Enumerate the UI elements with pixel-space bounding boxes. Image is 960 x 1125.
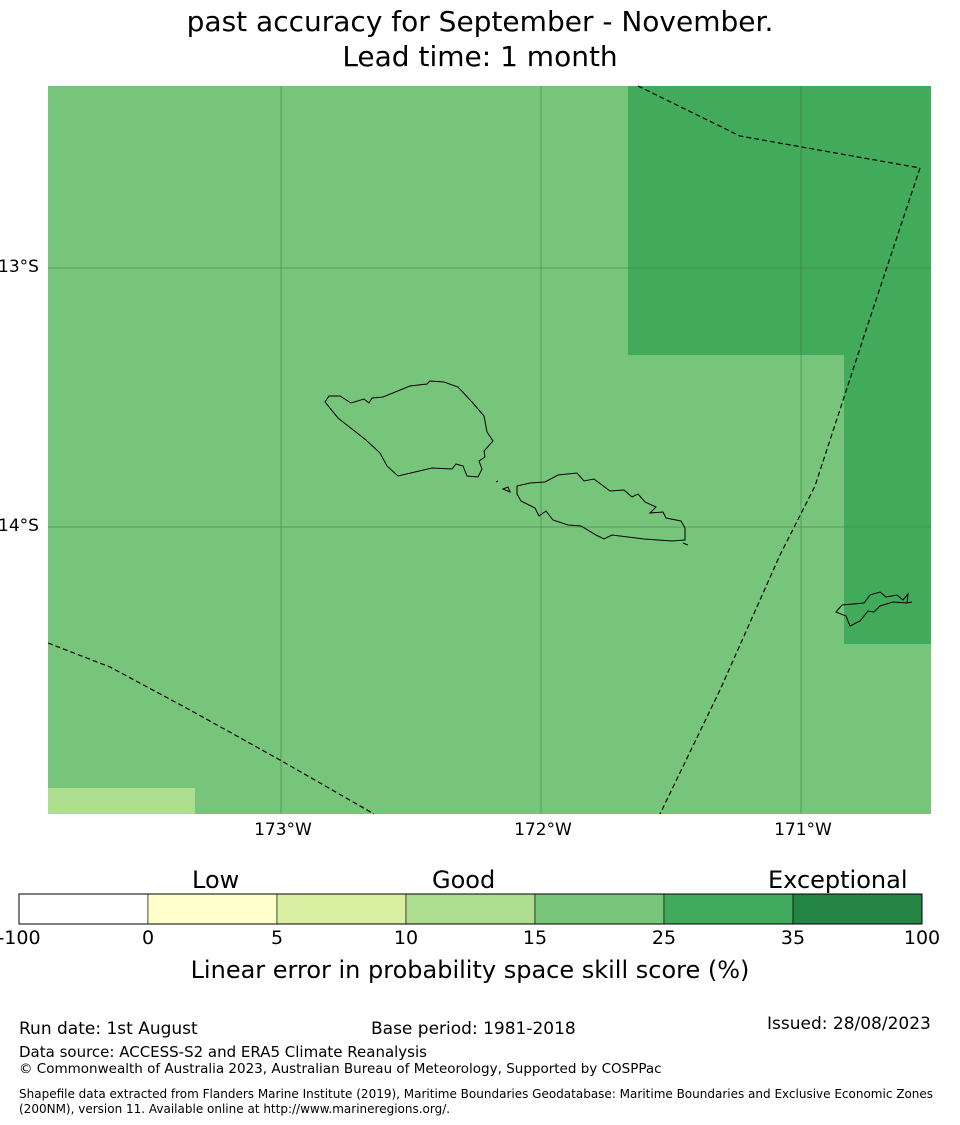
islet-upolu-east xyxy=(682,542,689,546)
eez-boundary-southwest xyxy=(47,642,375,815)
skill-region-25-35-top xyxy=(628,86,931,355)
eez-boundary-north xyxy=(637,85,921,169)
data-source: Data source: ACCESS-S2 and ERA5 Climate … xyxy=(19,1043,427,1061)
skill-region-10-15 xyxy=(48,788,195,814)
colorbar-tick-label: 0 xyxy=(141,927,155,949)
islet-apolima xyxy=(495,480,499,483)
eez-boundaries xyxy=(47,85,921,815)
shapefile-credit: Shapefile data extracted from Flanders M… xyxy=(19,1087,934,1116)
colorbar-segment xyxy=(663,893,794,925)
island-tutuila xyxy=(835,591,909,627)
base-period: Base period: 1981-2018 xyxy=(371,1019,576,1039)
lon-label-173w: 173°W xyxy=(254,820,312,840)
island-savaii xyxy=(324,380,494,478)
colorbar-tick-label: 10 xyxy=(393,927,419,949)
lon-label-172w: 172°W xyxy=(514,820,572,840)
category-good: Good xyxy=(432,866,496,894)
category-low: Low xyxy=(192,866,240,894)
gridlines xyxy=(48,86,931,814)
map-title-line-2: Lead time: 1 month xyxy=(342,40,618,73)
colorbar-segment xyxy=(18,893,149,925)
copyright: © Commonwealth of Australia 2023, Austra… xyxy=(19,1061,662,1077)
category-exceptional: Exceptional xyxy=(768,866,908,894)
skill-region-25-35-east xyxy=(844,355,931,644)
issued-date: Issued: 28/08/2023 xyxy=(767,1014,931,1034)
colorbar-tick-label: 25 xyxy=(651,927,677,949)
colorbar-tick-label: 100 xyxy=(903,927,941,949)
islet-manono xyxy=(501,486,511,493)
colorbar xyxy=(18,893,923,925)
colorbar-segment xyxy=(792,893,923,925)
islet-aunuu xyxy=(906,601,913,604)
colorbar-tick-label: 15 xyxy=(522,927,548,949)
colorbar-tick-label: -100 xyxy=(0,927,41,949)
colorbar-segment xyxy=(276,893,407,925)
lon-label-171w: 171°W xyxy=(774,820,832,840)
colorbar-title: Linear error in probability space skill … xyxy=(190,956,750,984)
run-date: Run date: 1st August xyxy=(19,1019,198,1039)
colorbar-segment xyxy=(534,893,665,925)
colorbar-segment xyxy=(405,893,536,925)
map-title-line-1: past accuracy for September - November. xyxy=(186,5,774,38)
colorbar-tick-label: 35 xyxy=(780,927,806,949)
colorbar-frame xyxy=(18,893,923,925)
lat-label-13s: 13°S xyxy=(0,257,39,277)
colorbar-tick-label: 5 xyxy=(270,927,284,949)
island-upolu xyxy=(516,472,686,542)
colorbar-segment xyxy=(147,893,278,925)
lat-label-14s: 14°S xyxy=(0,516,39,536)
coastlines xyxy=(324,380,913,627)
